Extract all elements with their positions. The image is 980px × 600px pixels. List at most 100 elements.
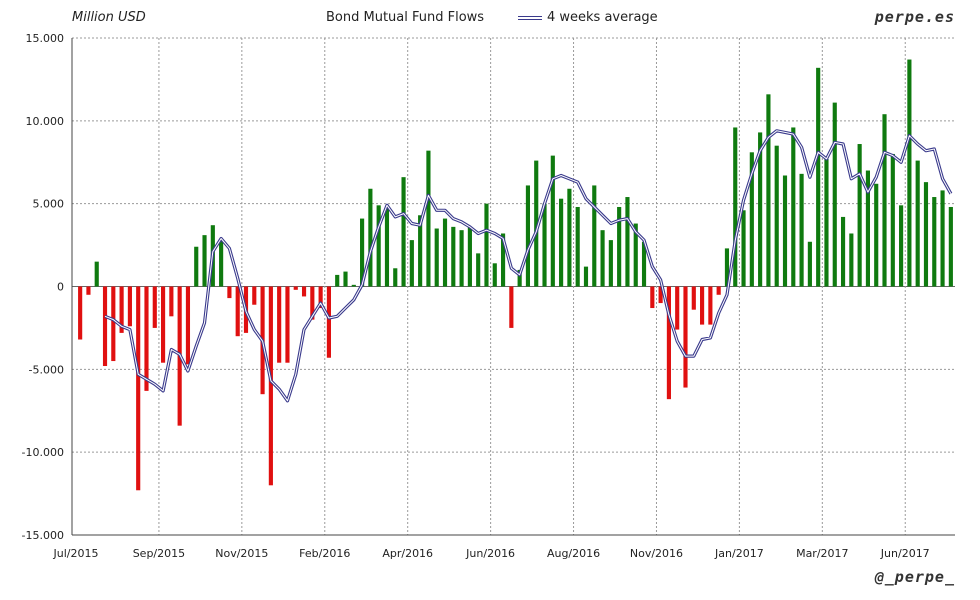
x-tick-label: Jan/2017: [714, 547, 764, 560]
flow-bar: [127, 286, 132, 327]
flow-bar: [650, 286, 655, 309]
flow-bar: [119, 286, 124, 333]
flow-bar: [758, 132, 763, 287]
flow-bar: [384, 206, 390, 287]
flow-bar: [467, 226, 472, 287]
flow-bar: [94, 261, 99, 287]
average-line-inner: [104, 130, 952, 402]
grid-lines: [72, 37, 955, 535]
flow-bar: [401, 177, 406, 287]
flow-bar: [766, 94, 771, 287]
flow-bar: [625, 197, 630, 287]
flow-bar: [716, 286, 721, 295]
flow-bar: [277, 286, 282, 363]
legend: 4 weeks average: [518, 10, 658, 25]
flow-bar: [219, 240, 224, 287]
flow-bar: [343, 271, 348, 287]
unit-label: Million USD: [72, 10, 146, 25]
flow-bar: [525, 185, 531, 287]
flow-bar: [418, 215, 423, 287]
flow-bar: [268, 286, 273, 486]
flow-bar: [301, 286, 307, 297]
x-tick-label: Mar/2017: [796, 547, 848, 560]
flow-bar: [592, 185, 597, 287]
flow-bar: [534, 160, 539, 287]
y-tick-label: -5.000: [29, 363, 64, 376]
flow-bar: [102, 286, 108, 367]
flow-bar: [899, 205, 904, 287]
flow-bar: [476, 253, 481, 287]
flow-bar: [351, 284, 356, 287]
flow-bar: [932, 197, 937, 287]
flow-bar: [376, 205, 381, 287]
flow-bar: [442, 218, 448, 287]
x-tick-label: Nov/2015: [215, 547, 268, 560]
flow-bar: [426, 150, 431, 287]
x-tick-label: Jul/2015: [53, 547, 99, 560]
flow-bar: [575, 206, 580, 287]
legend-label: 4 weeks average: [547, 10, 658, 25]
handle-label: @_perpe_: [874, 568, 955, 586]
flow-bar: [136, 286, 141, 491]
flow-bar: [583, 266, 589, 287]
flow-bar: [550, 155, 555, 287]
flow-bar: [824, 158, 829, 287]
flow-bar: [600, 230, 605, 287]
x-tick-label: Nov/2016: [630, 547, 683, 560]
flow-bar: [451, 226, 456, 287]
flow-bar: [202, 235, 207, 287]
legend-line-swatch: [518, 15, 542, 21]
flow-bar: [807, 241, 812, 287]
flow-bar: [774, 145, 779, 287]
flow-bar: [185, 286, 191, 365]
flow-bar: [293, 286, 298, 290]
y-tick-label: 5.000: [33, 198, 65, 211]
flow-bar: [874, 183, 879, 287]
flow-bar: [235, 286, 240, 337]
flow-bar: [890, 153, 895, 287]
flow-bar: [509, 286, 514, 328]
flow-bar: [542, 203, 547, 287]
flow-bar: [86, 286, 91, 295]
flow-bar: [915, 160, 920, 287]
flow-bar: [285, 286, 290, 363]
y-tick-label: -10.000: [22, 446, 64, 459]
flow-bar: [144, 286, 149, 391]
flow-bar: [782, 175, 788, 287]
flow-bar: [484, 203, 489, 287]
flow-bar: [658, 286, 663, 304]
x-tick-label: Feb/2016: [299, 547, 350, 560]
flow-bar: [227, 286, 232, 299]
flow-bar: [840, 216, 846, 287]
flow-bar: [310, 286, 315, 320]
flow-bar: [882, 114, 887, 287]
y-tick-label: 0: [57, 281, 64, 294]
flow-bar: [608, 240, 613, 287]
flow-bar: [393, 268, 398, 287]
flow-bar: [194, 246, 199, 287]
flow-bar: [691, 286, 696, 310]
flow-bar: [152, 286, 157, 328]
flow-bar: [791, 127, 796, 287]
flow-bar: [326, 286, 331, 358]
flow-bar: [360, 218, 365, 287]
flow-bar: [459, 230, 464, 287]
flow-bar: [368, 188, 373, 287]
flow-bar: [733, 127, 738, 287]
y-tick-label: -15.000: [22, 529, 64, 542]
flow-bar: [559, 198, 564, 287]
flow-bar: [940, 190, 945, 287]
flow-bar: [111, 286, 116, 362]
x-tick-label: Jun/2017: [880, 547, 930, 560]
flow-bar: [500, 233, 506, 287]
flow-bar: [700, 286, 705, 325]
flow-bar: [849, 233, 854, 287]
flow-bar: [517, 269, 522, 287]
tick-labels: 15.000 10.000 5.000 0 -5.000 -10.000 -15.000 Ju…: [22, 32, 930, 560]
x-tick-label: Sep/2015: [133, 547, 185, 560]
flow-bar: [641, 241, 647, 287]
flow-bar: [675, 286, 680, 330]
flow-bar: [252, 286, 257, 305]
flow-bar: [335, 274, 340, 287]
